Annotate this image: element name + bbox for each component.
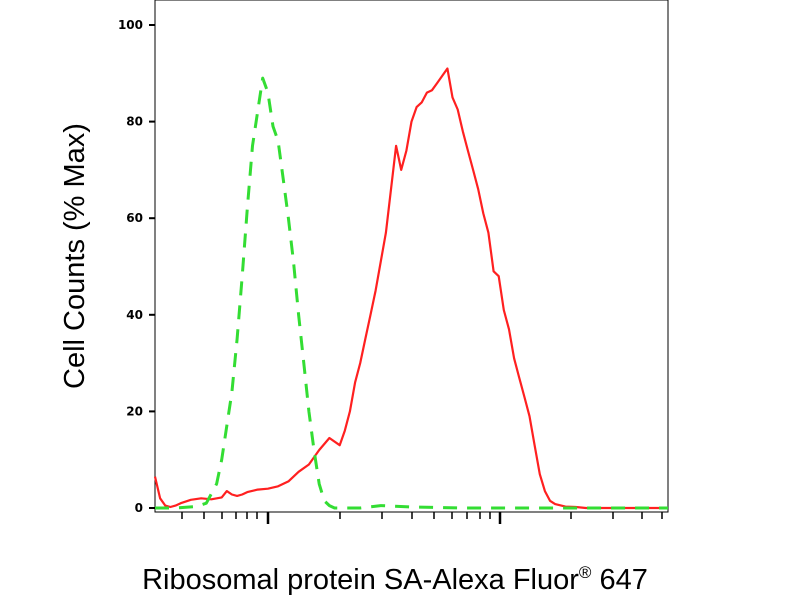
y-tick-label: 20 [126, 404, 143, 418]
series-layer [153, 67, 668, 510]
series-sample-solid-line [153, 67, 668, 510]
x-axis-title-main: Ribosomal protein SA-Alexa Fluor [142, 564, 579, 596]
x-axis-title-superscript: ® [579, 563, 592, 582]
y-tick-label: 40 [126, 308, 143, 322]
x-axis-ticks [181, 512, 663, 524]
y-axis-ticks: 0 20 40 60 80 100 [118, 18, 155, 515]
y-tick-label: 80 [126, 115, 143, 129]
y-tick-label: 0 [135, 501, 143, 515]
series-control-dashed-line [155, 76, 668, 510]
y-tick-label: 100 [118, 18, 143, 32]
plot-frame [154, 0, 669, 513]
y-axis-title: Cell Counts (% Max) [59, 123, 91, 389]
y-tick-label: 60 [126, 211, 143, 225]
x-axis-title: Ribosomal protein SA-Alexa Fluor® 647 [142, 563, 648, 596]
x-axis-title-suffix: 647 [591, 564, 647, 596]
